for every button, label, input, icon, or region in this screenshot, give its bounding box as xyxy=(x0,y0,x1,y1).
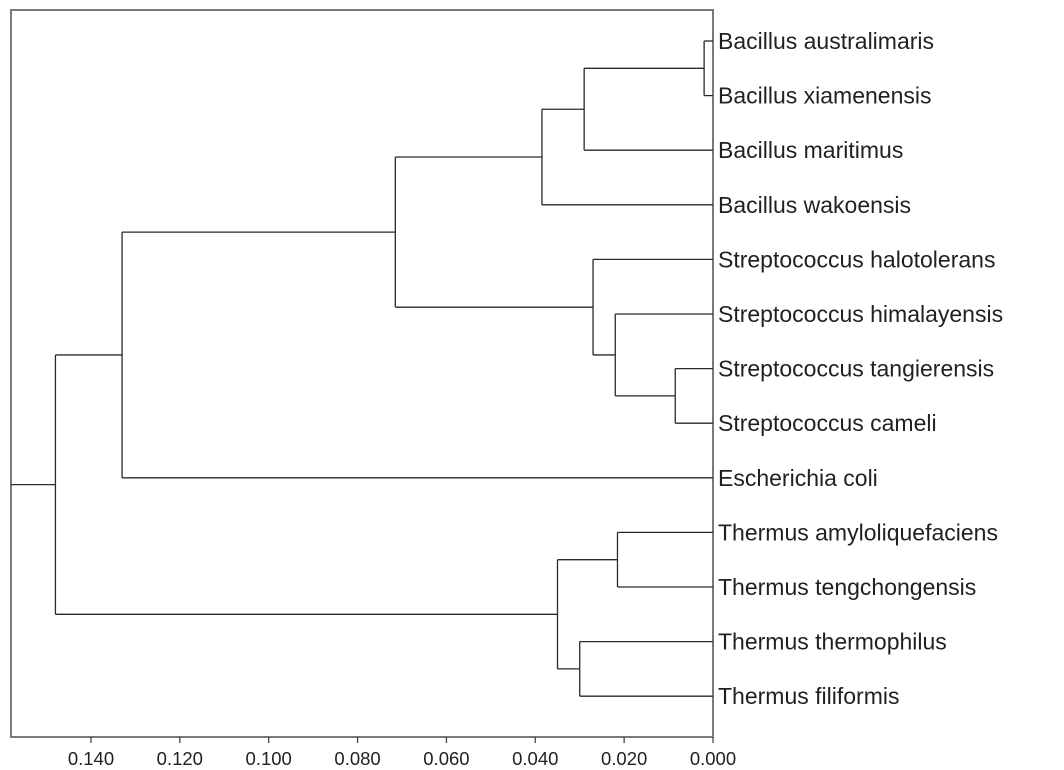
leaf-labels: Bacillus australimaris Bacillus xiamenens… xyxy=(718,28,1003,709)
leaf-label: Thermus amyloliquefaciens xyxy=(718,519,998,545)
leaf-label: Bacillus australimaris xyxy=(718,28,934,54)
leaf-label: Streptococcus himalayensis xyxy=(718,301,1003,327)
axis-tick-label: 0.020 xyxy=(601,748,647,769)
axis-tick-label: 0.140 xyxy=(68,748,114,769)
leaf-label: Streptococcus cameli xyxy=(718,410,937,436)
axis-tick-label: 0.080 xyxy=(334,748,380,769)
leaf-label: Escherichia coli xyxy=(718,465,878,491)
axis-tick-label: 0.060 xyxy=(423,748,469,769)
axis-tick-label: 0.120 xyxy=(157,748,203,769)
leaf-label: Thermus tengchongensis xyxy=(718,574,976,600)
branches xyxy=(11,40,713,697)
leaf-label: Bacillus maritimus xyxy=(718,137,903,163)
leaf-label: Thermus filiformis xyxy=(718,683,899,709)
axis-tick-label: 0.040 xyxy=(512,748,558,769)
leaf-label: Streptococcus tangierensis xyxy=(718,356,994,382)
leaf-label: Streptococcus halotolerans xyxy=(718,246,995,272)
leaf-label: Bacillus wakoensis xyxy=(718,192,911,218)
x-axis: 0.140 0.120 0.100 0.080 0.060 0.040 0.020 0.000 xyxy=(68,737,736,769)
axis-tick-label: 0.100 xyxy=(246,748,292,769)
leaf-label: Bacillus xiamenensis xyxy=(718,83,931,109)
leaf-label: Thermus thermophilus xyxy=(718,629,947,655)
plot-frame xyxy=(10,9,714,738)
axis-tick-label: 0.000 xyxy=(690,748,736,769)
